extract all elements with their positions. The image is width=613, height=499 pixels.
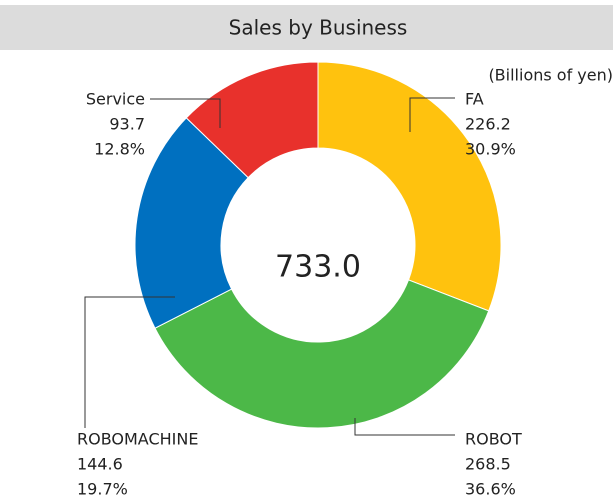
- share-label: 12.8%: [94, 140, 145, 159]
- leader-line: [409, 97, 455, 132]
- leader-line: [150, 98, 221, 128]
- donut-slice: [185, 61, 319, 179]
- donut-slice: [317, 61, 502, 312]
- value-label: 93.7: [109, 115, 145, 134]
- leader-line: [354, 418, 455, 436]
- donut: [134, 61, 502, 429]
- value-label: 268.5: [465, 455, 511, 474]
- share-label: 30.9%: [465, 140, 516, 159]
- category-label: ROBOT: [465, 430, 522, 449]
- category-label: Service: [86, 90, 145, 109]
- share-label: 19.7%: [77, 480, 128, 499]
- category-label: ROBOMACHINE: [77, 430, 198, 449]
- chart-title: Sales by Business: [229, 16, 408, 40]
- leader-line: [84, 296, 175, 428]
- total-label: 733.0: [275, 250, 361, 285]
- value-label: 144.6: [77, 455, 123, 474]
- unit-note: (Billions of yen): [488, 66, 613, 85]
- title-band: [0, 5, 613, 50]
- value-label: 226.2: [465, 115, 511, 134]
- category-label: FA: [465, 90, 484, 109]
- share-label: 36.6%: [465, 480, 516, 499]
- donut-slice: [154, 279, 490, 429]
- donut-slice: [134, 117, 249, 329]
